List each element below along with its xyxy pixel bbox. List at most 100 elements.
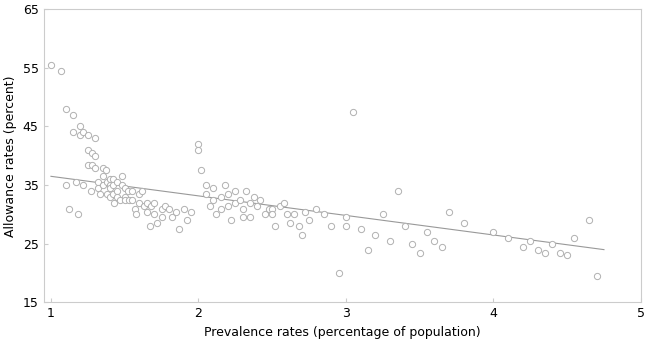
Point [82,147,93,153]
Point [119,185,130,191]
Point [127,197,137,202]
Point [90,153,101,158]
Point [164,206,174,211]
Point [205,203,215,209]
Point [348,109,358,115]
Point [87,162,97,167]
Point [149,212,160,217]
Point [215,194,226,200]
Point [112,179,123,185]
Point [193,147,204,153]
Point [459,221,469,226]
Point [79,182,89,188]
Point [240,188,251,194]
Point [223,203,233,209]
Point [127,188,137,194]
Point [68,130,79,135]
Point [95,191,105,197]
Point [60,182,71,188]
Point [71,179,81,185]
Point [201,191,211,197]
Point [97,174,108,179]
Point [119,194,130,200]
Point [220,182,230,188]
Point [90,165,101,170]
Point [56,68,66,73]
Point [540,250,550,255]
Point [525,238,535,244]
Point [86,188,96,194]
Point [134,200,145,205]
Point [238,206,248,211]
Point [193,141,204,147]
Point [75,132,86,138]
Point [400,223,410,229]
Point [211,212,221,217]
Point [115,197,125,202]
Point [93,179,103,185]
Point [341,215,351,220]
Point [123,188,133,194]
Point [130,206,140,211]
Point [171,209,182,214]
Point [282,212,292,217]
Point [415,250,425,255]
Point [117,174,127,179]
Point [46,62,56,68]
Point [174,226,184,232]
Point [159,203,169,209]
Point [186,209,196,214]
Point [108,182,118,188]
Point [312,206,322,211]
Point [370,232,380,238]
Point [167,215,177,220]
Point [75,124,86,129]
Point [90,135,101,141]
Point [518,244,528,249]
Point [152,221,162,226]
Point [60,106,71,111]
Point [82,132,93,138]
Point [264,206,275,211]
Point [182,217,192,223]
Point [102,191,112,197]
Point [547,241,557,247]
Point [334,270,344,276]
Point [109,200,119,205]
Point [392,188,402,194]
Point [104,185,115,191]
X-axis label: Prevalence rates (percentage of population): Prevalence rates (percentage of populati… [204,326,480,339]
Point [275,203,285,209]
Point [238,215,248,220]
Point [156,215,167,220]
Point [356,226,366,232]
Point [234,197,245,202]
Point [245,215,255,220]
Point [196,168,206,173]
Point [267,212,277,217]
Point [68,112,79,118]
Point [79,130,89,135]
Point [82,162,93,167]
Point [407,241,417,247]
Point [108,191,118,197]
Point [270,223,280,229]
Point [104,182,115,188]
Point [178,206,189,211]
Point [285,221,295,226]
Point [226,217,236,223]
Point [230,188,241,194]
Point [146,203,156,209]
Point [101,168,111,173]
Point [97,165,108,170]
Point [299,209,310,214]
Point [304,217,314,223]
Point [104,177,115,182]
Point [488,229,498,235]
Point [260,212,270,217]
Point [137,188,147,194]
Point [145,223,155,229]
Point [267,206,277,211]
Point [108,177,118,182]
Point [554,250,565,255]
